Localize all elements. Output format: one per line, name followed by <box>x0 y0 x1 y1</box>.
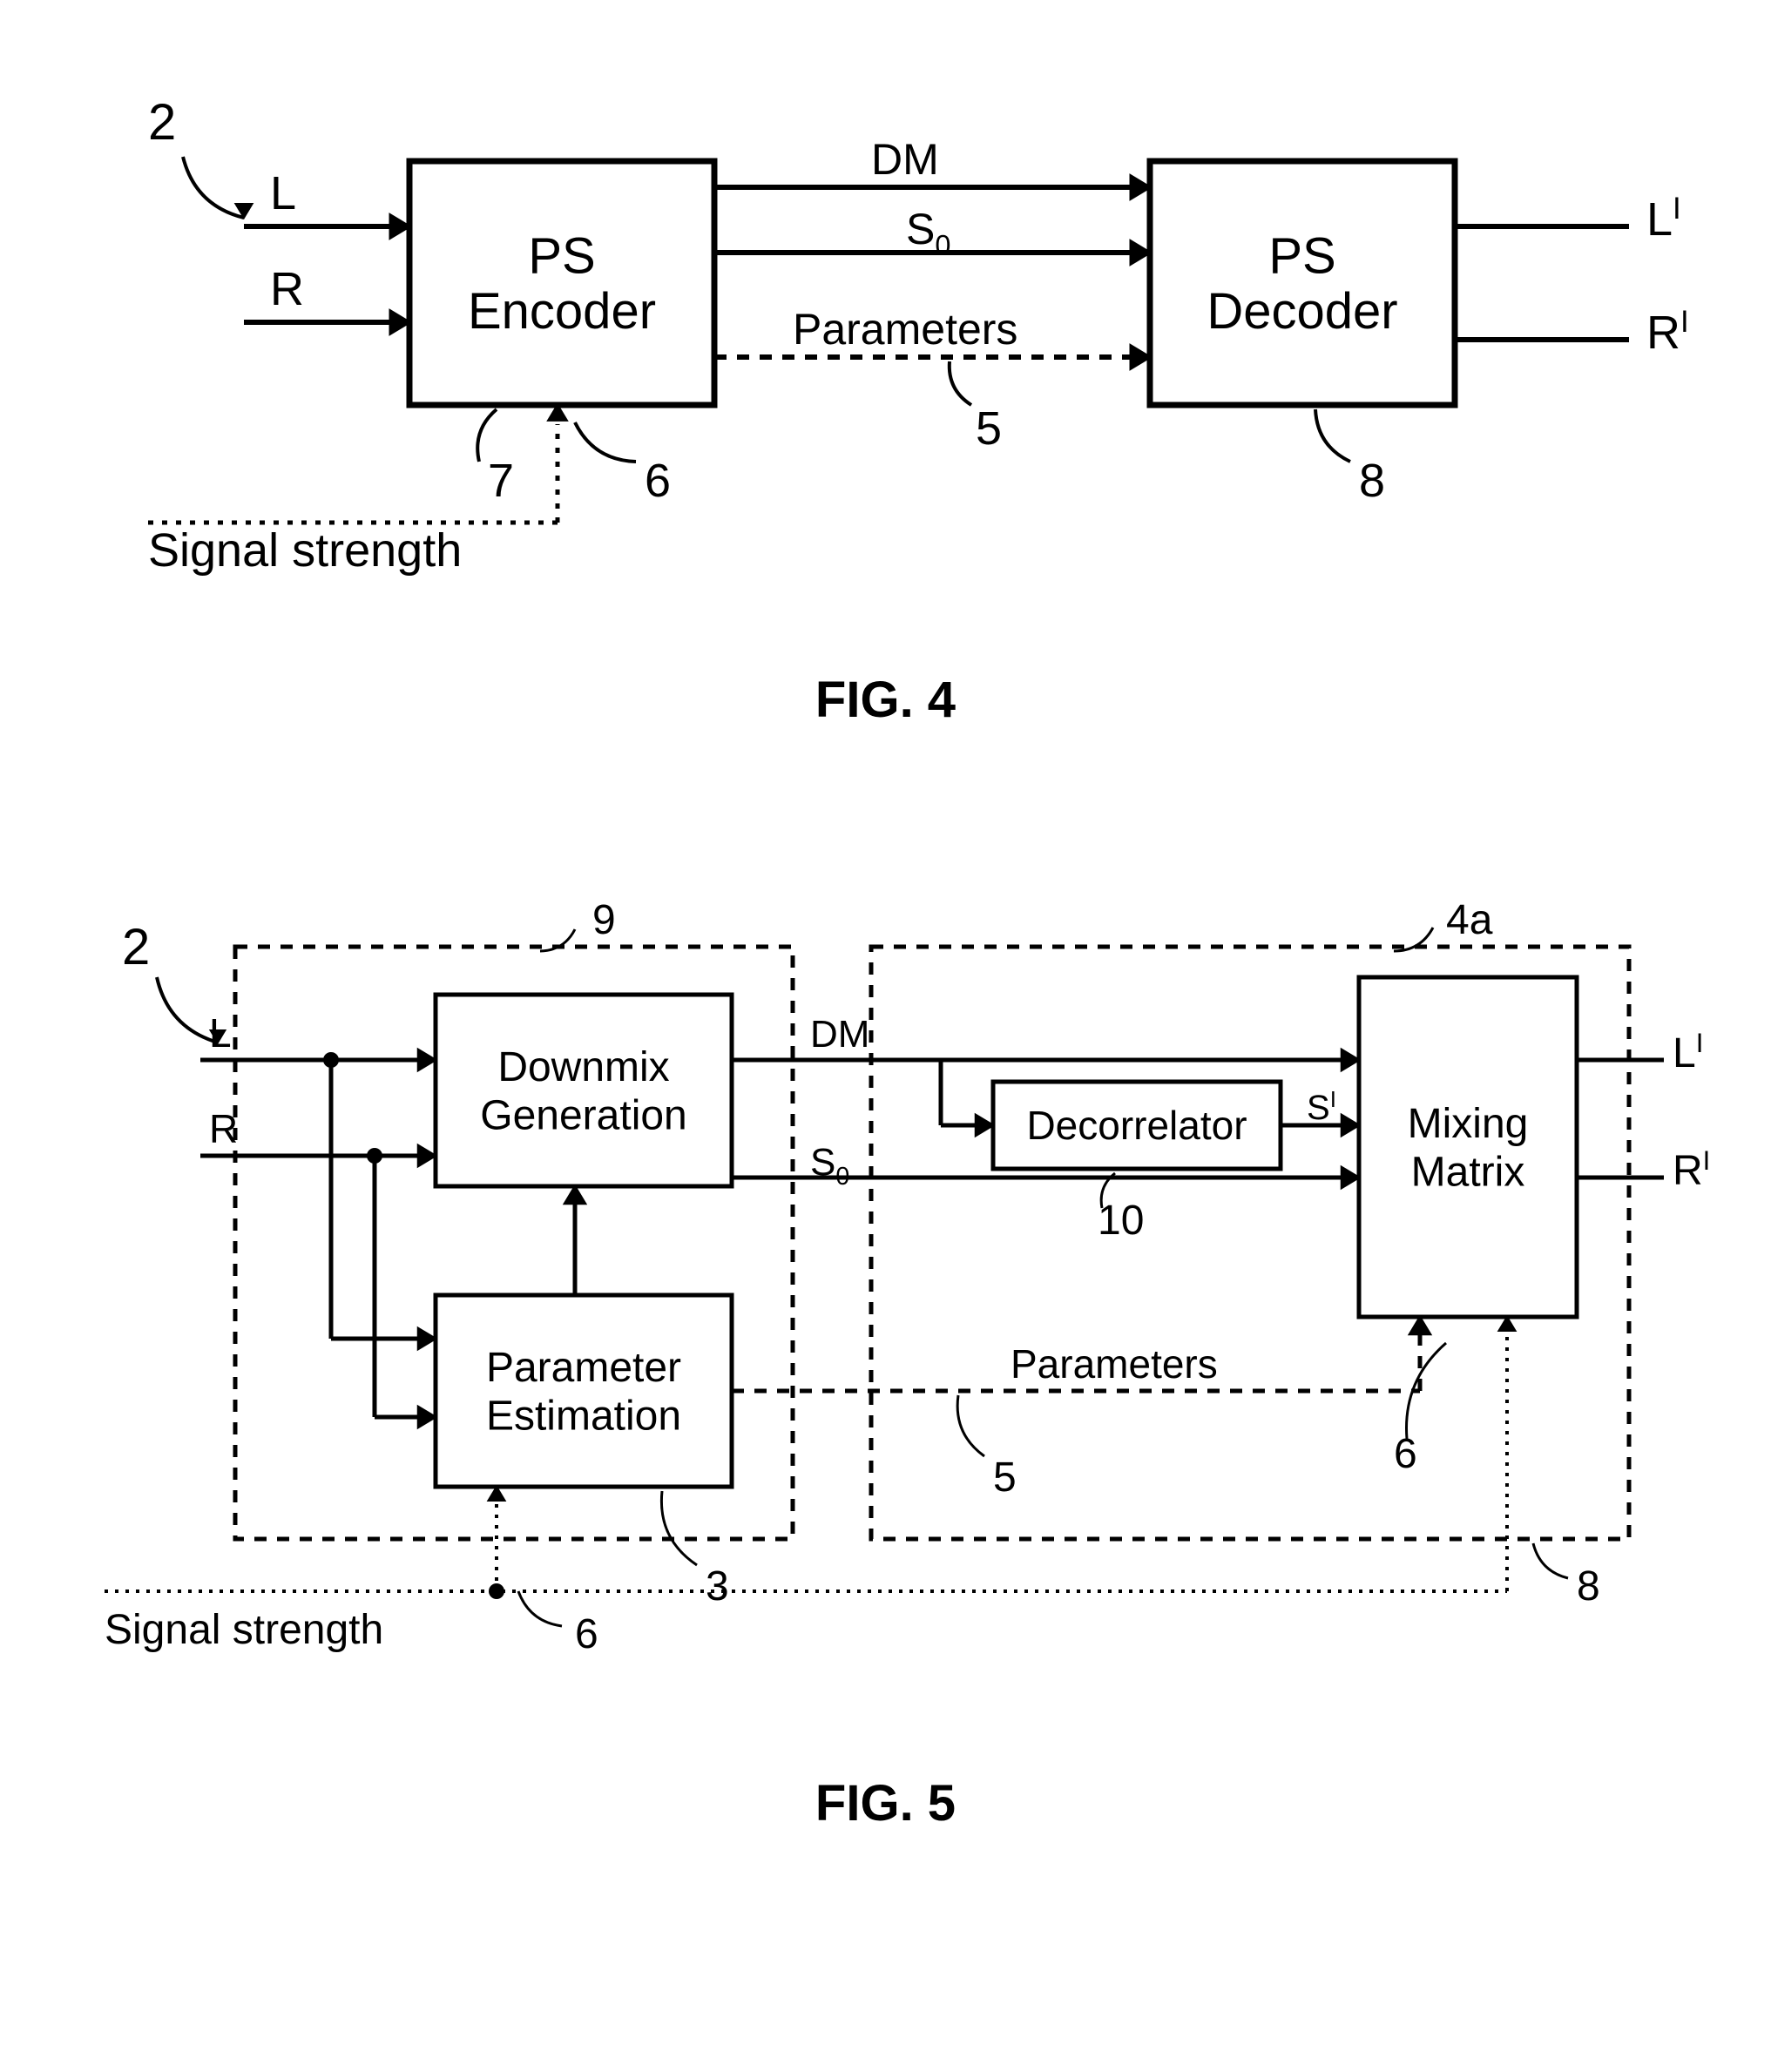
fig4-label: FIG. 4 <box>35 671 1736 729</box>
svg-text:RI: RI <box>1646 305 1689 359</box>
svg-text:DM: DM <box>871 135 939 184</box>
svg-text:DM: DM <box>810 1013 869 1056</box>
svg-text:PS: PS <box>528 227 595 284</box>
fig4-diagram: 2PSEncoderPSDecoderLRSignal strengthDMS0… <box>35 35 1736 645</box>
svg-text:Generation: Generation <box>480 1092 687 1138</box>
svg-text:Decorrelator: Decorrelator <box>1026 1103 1247 1148</box>
svg-text:8: 8 <box>1359 455 1385 507</box>
svg-text:Matrix: Matrix <box>1411 1149 1525 1195</box>
svg-text:6: 6 <box>645 455 671 507</box>
svg-text:7: 7 <box>488 455 514 507</box>
svg-text:4a: 4a <box>1446 897 1493 943</box>
svg-text:R: R <box>270 263 304 315</box>
svg-text:LI: LI <box>1646 192 1681 246</box>
svg-text:Estimation: Estimation <box>486 1393 681 1439</box>
svg-text:10: 10 <box>1098 1198 1144 1244</box>
fig5-diagram: 2 DownmixGeneration ParameterEstimation Dec… <box>35 834 1736 1748</box>
svg-text:2: 2 <box>122 919 150 975</box>
svg-text:PS: PS <box>1268 227 1335 284</box>
svg-text:3: 3 <box>706 1563 729 1610</box>
svg-text:Decoder: Decoder <box>1207 283 1397 340</box>
svg-text:2: 2 <box>148 94 176 151</box>
svg-text:Mixing: Mixing <box>1408 1101 1529 1147</box>
svg-text:S0: S0 <box>906 205 950 261</box>
svg-text:S0: S0 <box>810 1141 849 1191</box>
svg-text:6: 6 <box>1394 1431 1417 1477</box>
svg-text:Signal strength: Signal strength <box>105 1607 383 1653</box>
svg-text:R: R <box>209 1106 238 1151</box>
fig5-label: FIG. 5 <box>35 1774 1736 1832</box>
svg-text:Signal strength: Signal strength <box>148 524 462 577</box>
svg-text:L: L <box>270 167 296 219</box>
svg-text:Parameter: Parameter <box>486 1345 681 1391</box>
svg-text:5: 5 <box>993 1454 1017 1501</box>
svg-text:6: 6 <box>575 1611 598 1657</box>
svg-text:Parameters: Parameters <box>793 305 1017 354</box>
svg-text:Downmix: Downmix <box>497 1044 669 1090</box>
svg-text:Encoder: Encoder <box>468 283 656 340</box>
svg-text:Parameters: Parameters <box>1011 1341 1218 1387</box>
page: 2PSEncoderPSDecoderLRSignal strengthDMS0… <box>35 35 1736 1832</box>
svg-text:8: 8 <box>1577 1563 1600 1610</box>
svg-text:SI: SI <box>1307 1086 1336 1127</box>
svg-text:LI: LI <box>1673 1028 1703 1076</box>
svg-text:RI: RI <box>1673 1145 1710 1194</box>
svg-text:L: L <box>209 1010 232 1056</box>
svg-text:5: 5 <box>976 402 1002 455</box>
svg-text:9: 9 <box>592 897 616 943</box>
